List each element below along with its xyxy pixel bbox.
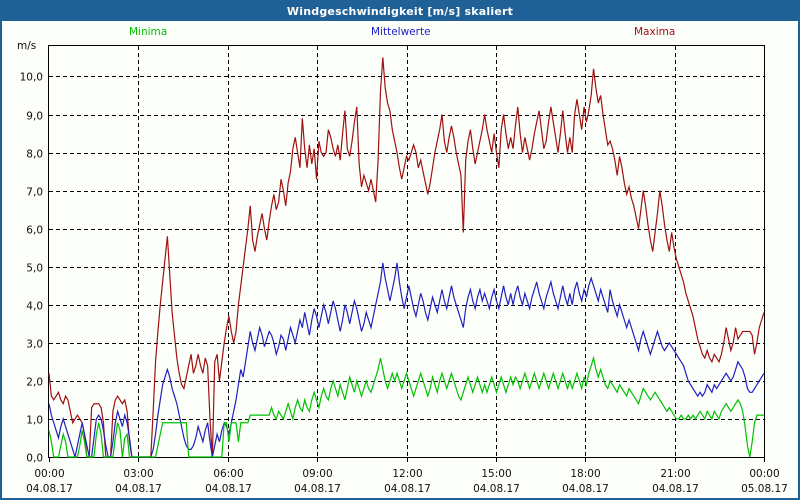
y-axis-tick-label: 8,0 (26, 149, 43, 161)
x-axis-tick-time: 00:00 (34, 468, 64, 480)
y-axis-tick-label: 2,0 (26, 377, 43, 389)
x-axis-tick-date: 04.08.17 (562, 483, 609, 495)
legend-label-minima: Minima (129, 26, 168, 38)
legend-label-maxima: Maxima (634, 26, 676, 38)
legend-item-mittelwerte: Mittelwerte (371, 26, 431, 38)
y-axis-tick-label: 1,0 (26, 415, 43, 427)
x-axis-tick-labels: 00:00 04.08.17 03:00 04.08.17 06:00 04.08.17 0… (26, 468, 788, 495)
x-axis-tick-time: 15:00 (481, 468, 511, 480)
y-axis-tick-label: 9,0 (26, 111, 43, 123)
y-axis-tick-label: 5,0 (26, 263, 43, 275)
x-axis-tick-date: 04.08.17 (384, 483, 431, 495)
data-series-group (48, 57, 765, 458)
y-axis-tick-label: 10,0 (20, 72, 43, 84)
y-axis-tick-label: 3,0 (26, 339, 43, 351)
series-line-maxima (48, 57, 765, 458)
window-title-bar: Windgeschwindigkeit [m/s] skaliert (2, 2, 798, 21)
x-axis-tick-time: 00:00 (749, 468, 779, 480)
y-axis-tick-label: 0,0 (26, 453, 43, 465)
x-axis-tick-date: 04.08.17 (473, 483, 520, 495)
series-line-mittelwerte (48, 262, 765, 458)
x-axis-tick-time: 03:00 (123, 468, 153, 480)
y-axis-tick-labels: 0,0 1,0 2,0 3,0 4,0 5,0 6,0 7,0 8,0 9,0 10,0 (20, 72, 43, 465)
x-axis-tick-time: 21:00 (660, 468, 690, 480)
x-axis-tick-date: 04.08.17 (294, 483, 341, 495)
x-axis-tick-date: 05.08.17 (741, 483, 788, 495)
x-axis-tick-date: 04.08.17 (115, 483, 162, 495)
legend-label-mittelwerte: Mittelwerte (371, 26, 431, 38)
y-axis-unit-label: m/s (17, 40, 37, 52)
window-title: Windgeschwindigkeit [m/s] skaliert (286, 5, 514, 18)
x-axis-tick-date: 04.08.17 (26, 483, 73, 495)
x-axis-tick-date: 04.08.17 (652, 483, 699, 495)
y-gridlines (49, 76, 764, 458)
x-axis-tick-time: 12:00 (392, 468, 422, 480)
x-axis-tick-date: 04.08.17 (205, 483, 252, 495)
legend-item-maxima: Maxima (634, 26, 675, 38)
legend-item-minima: Minima (129, 26, 167, 38)
x-axis-tick-time: 09:00 (302, 468, 332, 480)
y-axis-tick-label: 6,0 (26, 225, 43, 237)
x-axis-tick-marks (49, 457, 765, 462)
series-line-minima (48, 355, 764, 458)
x-axis-tick-time: 06:00 (213, 468, 243, 480)
x-axis-tick-time: 18:00 (570, 468, 600, 480)
y-axis-tick-label: 4,0 (26, 301, 43, 313)
x-gridlines (138, 46, 676, 457)
y-axis-tick-label: 7,0 (26, 187, 43, 199)
